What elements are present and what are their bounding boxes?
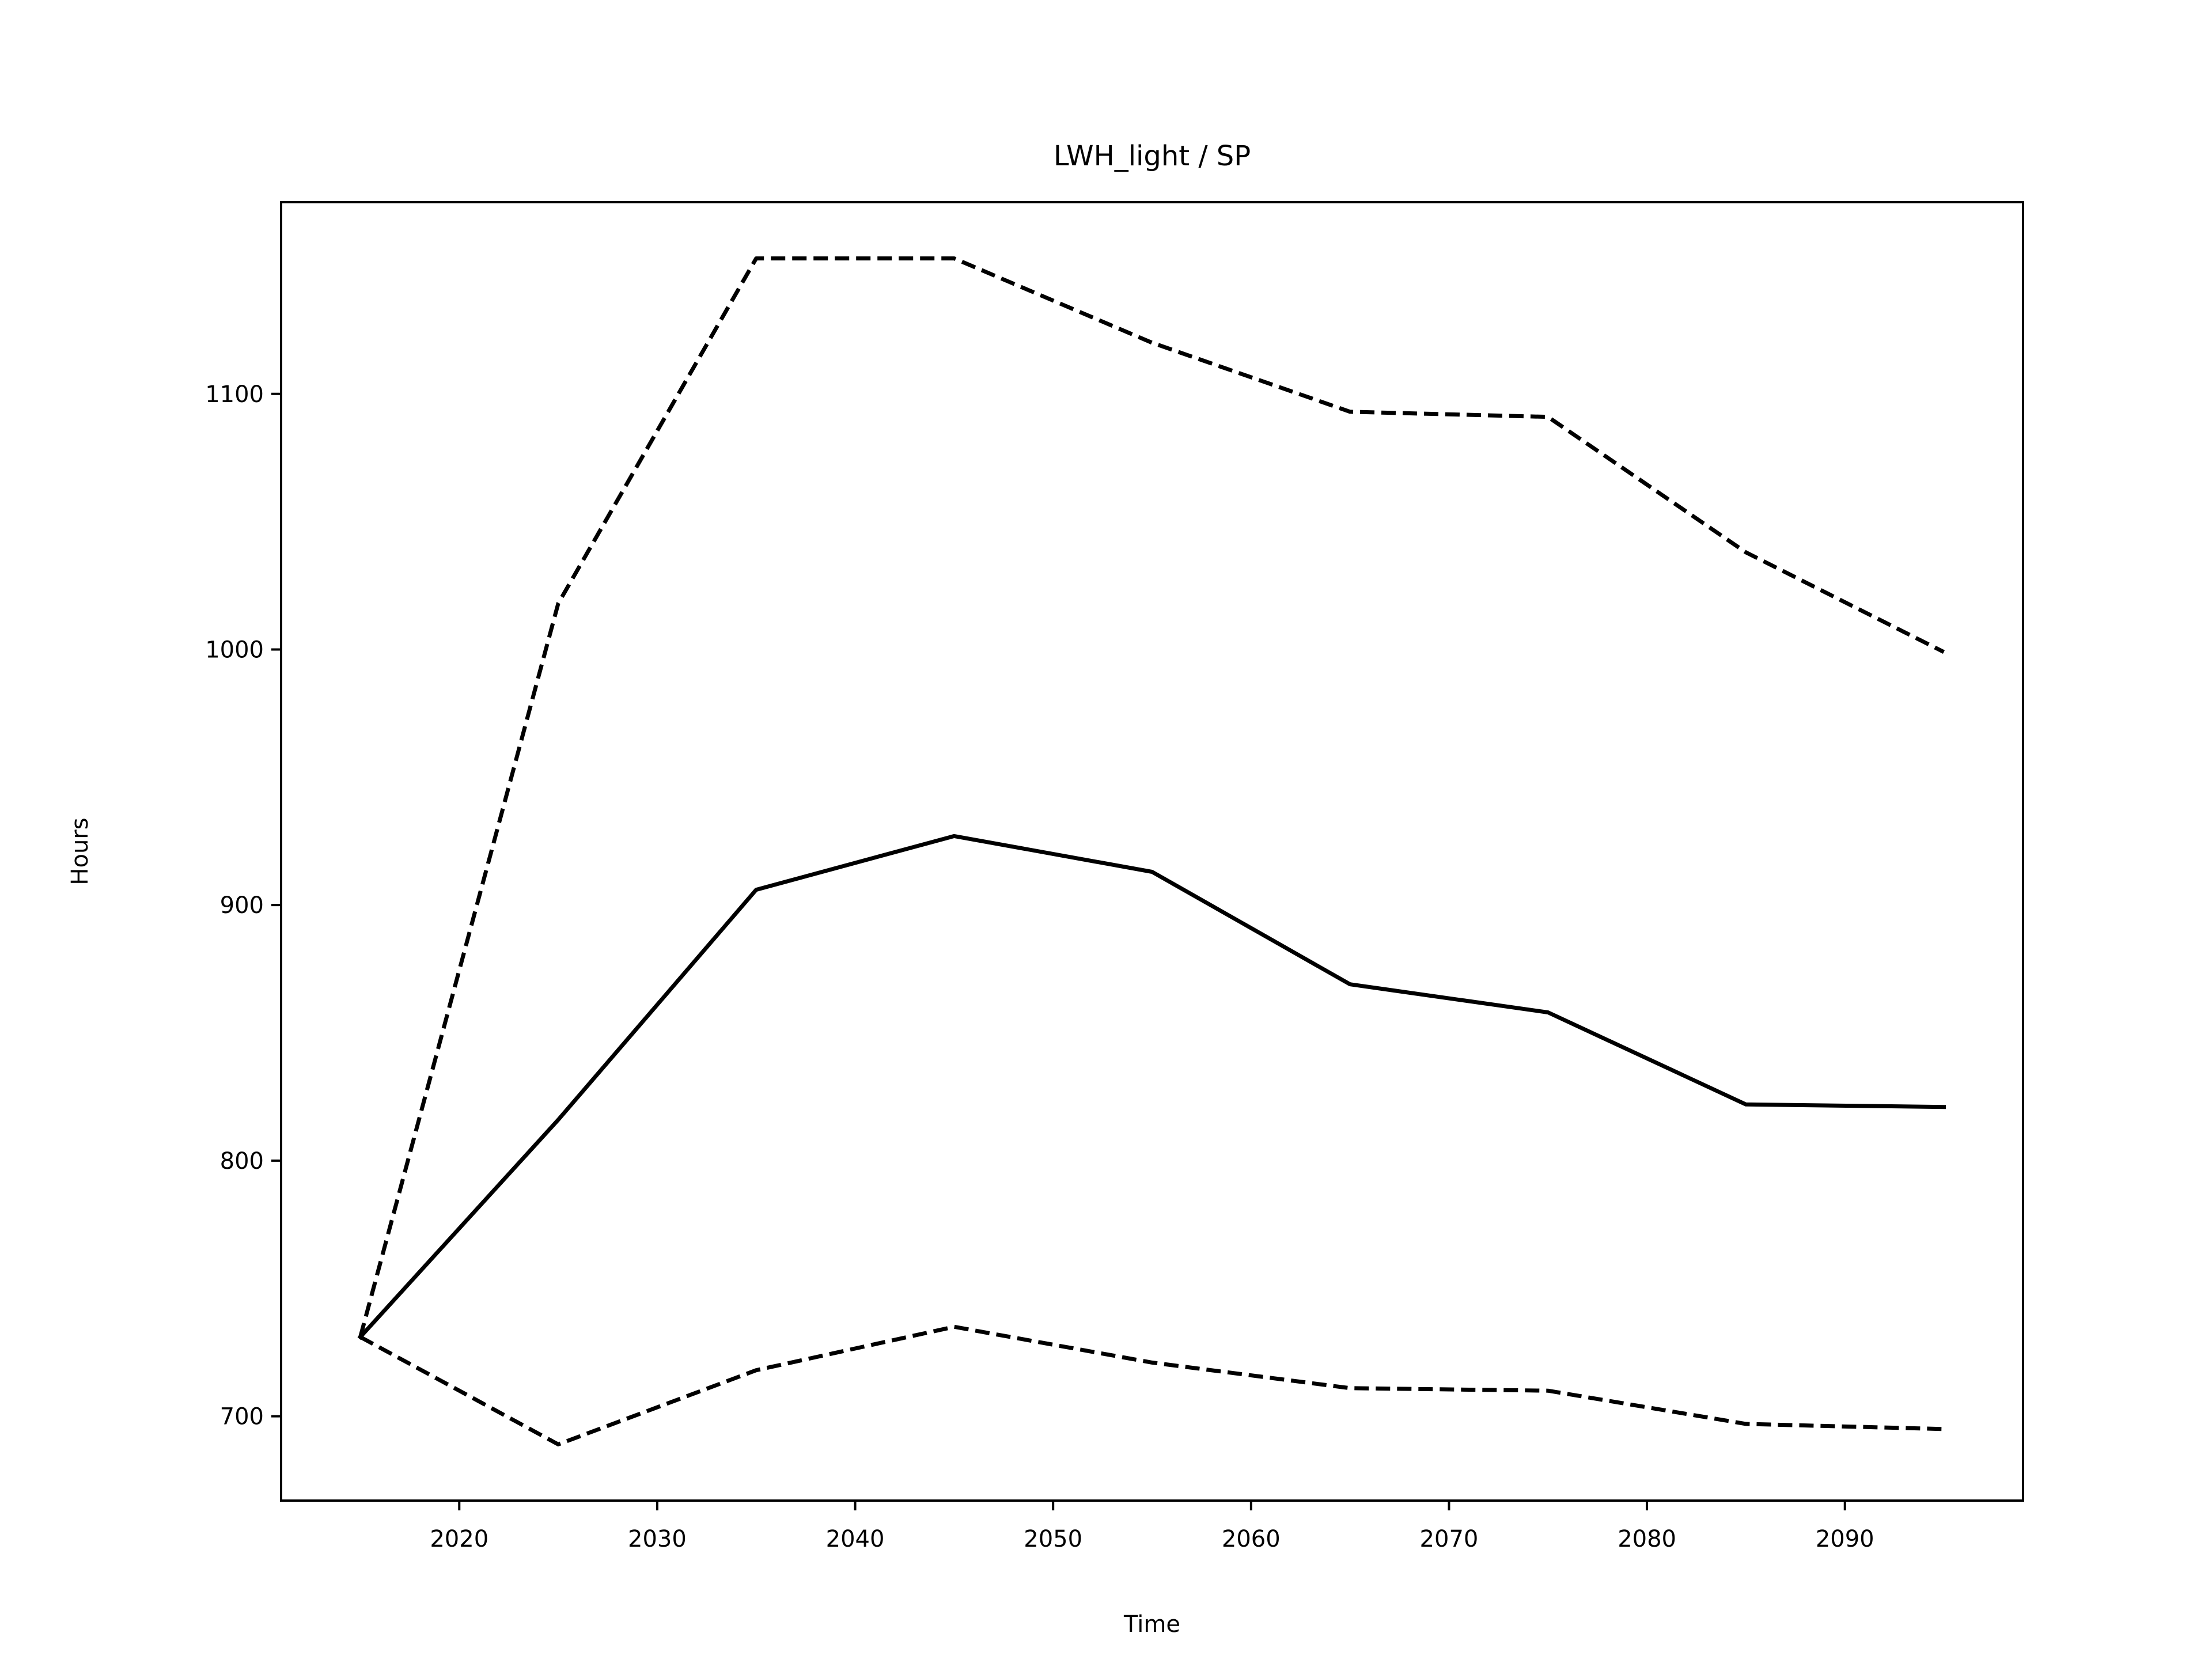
x-tick-label: 2050 [1024, 1526, 1082, 1552]
x-axis-label: Time [1123, 1611, 1180, 1638]
x-axis-ticks: 2020 2030 2040 2050 2060 2070 2080 2090 [430, 1501, 1874, 1552]
y-axis-ticks: 700 800 900 1000 1100 [205, 381, 281, 1430]
x-tick-label: 2070 [1420, 1526, 1479, 1552]
series-line-1 [357, 834, 1946, 1340]
x-tick-label: 2080 [1618, 1526, 1676, 1552]
x-tick-label: 2020 [430, 1526, 488, 1552]
y-axis-label: Hours [67, 817, 93, 885]
chart-title: LWH_light / SP [1054, 140, 1251, 172]
x-tick-label: 2030 [628, 1526, 687, 1552]
x-tick-label: 2040 [826, 1526, 885, 1552]
y-tick-label: 900 [220, 892, 264, 919]
series-line-2 [358, 256, 1945, 1338]
y-tick-label: 800 [220, 1148, 264, 1175]
series-layer [357, 256, 1946, 1446]
y-tick-label: 1100 [205, 381, 264, 408]
y-tick-label: 700 [220, 1404, 264, 1430]
plot-frame [280, 201, 2024, 1502]
x-tick-label: 2090 [1816, 1526, 1874, 1552]
y-tick-label: 1000 [205, 637, 264, 663]
x-tick-label: 2060 [1222, 1526, 1281, 1552]
series-line-3 [359, 1324, 1944, 1446]
